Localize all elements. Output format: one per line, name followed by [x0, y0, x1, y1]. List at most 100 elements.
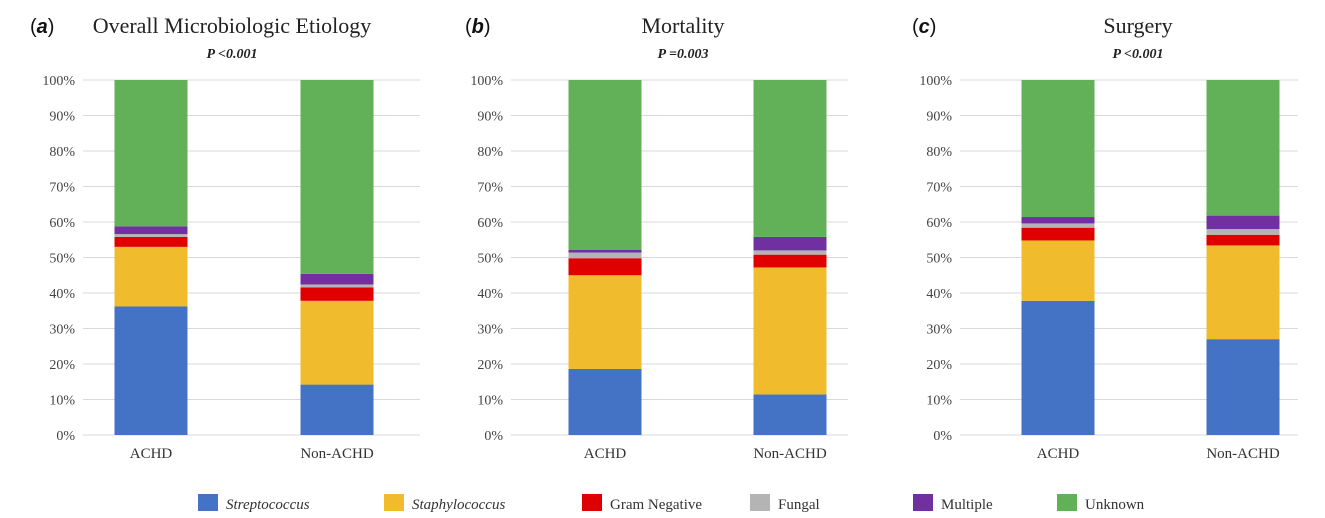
y-tick-label: 80% [926, 145, 952, 160]
bar-segment-unknown [1206, 80, 1280, 216]
bar-segment-streptococcus [114, 306, 188, 435]
bar-segment-streptococcus [568, 368, 642, 435]
bar-segment-gram-negative [1206, 234, 1280, 246]
x-category-label: Non-ACHD [300, 446, 373, 462]
y-tick-label: 40% [477, 287, 503, 302]
bar-segment-streptococcus [300, 384, 374, 435]
chart-title: Surgery [1103, 13, 1172, 38]
y-tick-label: 50% [926, 252, 952, 267]
y-tick-label: 90% [926, 110, 952, 125]
x-category-label: ACHD [1037, 446, 1080, 462]
legend-label: Multiple [941, 497, 993, 513]
y-tick-label: 10% [926, 394, 952, 409]
legend-label: Unknown [1085, 497, 1145, 513]
y-tick-label: 0% [933, 429, 952, 444]
bar-segment-multiple [1021, 217, 1095, 224]
legend-swatch [384, 494, 404, 511]
panel-label: (b) [465, 16, 491, 38]
y-tick-label: 70% [477, 181, 503, 196]
bar-segment-unknown [114, 80, 188, 227]
panel-label-letter: c [919, 16, 930, 38]
y-tick-label: 90% [49, 110, 75, 125]
y-tick-label: 40% [926, 287, 952, 302]
legend-label: Gram Negative [610, 497, 702, 513]
bar-segment-staphylococcus [1021, 240, 1095, 301]
bar-segment-gram-negative [300, 287, 374, 301]
p-value: P <0.001 [1112, 47, 1163, 62]
panel-label-letter: a [37, 16, 48, 38]
bar-segment-streptococcus [1206, 339, 1280, 435]
x-category-label: ACHD [584, 446, 627, 462]
bar-segment-multiple [300, 273, 374, 285]
bar-segment-fungal [300, 284, 374, 288]
legend-label: Fungal [778, 497, 820, 513]
bar-segment-unknown [300, 80, 374, 274]
legend-swatch [913, 494, 933, 511]
panel-label-letter: b [472, 16, 484, 38]
y-tick-label: 0% [484, 429, 503, 444]
y-tick-label: 100% [42, 74, 75, 89]
y-tick-label: 30% [49, 323, 75, 338]
bar-segment-fungal [114, 234, 188, 237]
bar-segment-fungal [568, 252, 642, 259]
chart-title: Mortality [641, 13, 724, 38]
panel-label: (c) [912, 16, 936, 38]
bar-segment-unknown [753, 80, 827, 237]
legend-swatch [582, 494, 602, 511]
bar-segment-multiple [568, 249, 642, 253]
bar-segment-streptococcus [753, 394, 827, 435]
y-tick-label: 50% [49, 252, 75, 267]
bar-segment-gram-negative [753, 254, 827, 268]
bar-segment-unknown [568, 80, 642, 250]
bar-segment-gram-negative [114, 236, 188, 247]
x-category-label: ACHD [130, 446, 173, 462]
y-tick-label: 60% [477, 216, 503, 231]
bar-segment-staphylococcus [568, 275, 642, 369]
bar-segment-fungal [753, 250, 827, 255]
x-category-label: Non-ACHD [1206, 446, 1279, 462]
y-tick-label: 30% [477, 323, 503, 338]
y-tick-label: 10% [49, 394, 75, 409]
bar-segment-multiple [114, 226, 188, 235]
bar-segment-unknown [1021, 80, 1095, 218]
panel-label: (a) [30, 16, 54, 38]
y-tick-label: 100% [919, 74, 952, 89]
bar-segment-fungal [1021, 223, 1095, 228]
bar-segment-gram-negative [1021, 227, 1095, 241]
y-tick-label: 20% [477, 358, 503, 373]
legend-swatch [1057, 494, 1077, 511]
bar-segment-multiple [1206, 215, 1280, 230]
y-tick-label: 30% [926, 323, 952, 338]
legend-swatch [750, 494, 770, 511]
legend-swatch [198, 494, 218, 511]
legend-label: Staphylococcus [412, 497, 505, 513]
chart-title: Overall Microbiologic Etiology [93, 13, 372, 38]
y-tick-label: 10% [477, 394, 503, 409]
x-category-label: Non-ACHD [753, 446, 826, 462]
bar-segment-multiple [753, 236, 827, 251]
bar-segment-staphylococcus [1206, 245, 1280, 340]
p-value: P =0.003 [657, 47, 708, 62]
y-tick-label: 20% [926, 358, 952, 373]
y-tick-label: 100% [470, 74, 503, 89]
bar-segment-staphylococcus [114, 246, 188, 307]
bar-segment-streptococcus [1021, 300, 1095, 435]
bar-segment-staphylococcus [753, 267, 827, 395]
y-tick-label: 70% [49, 181, 75, 196]
bar-segment-gram-negative [568, 258, 642, 276]
y-tick-label: 0% [56, 429, 75, 444]
p-value: P <0.001 [206, 47, 257, 62]
bar-segment-fungal [1206, 229, 1280, 235]
y-tick-label: 80% [49, 145, 75, 160]
y-tick-label: 60% [49, 216, 75, 231]
y-tick-label: 60% [926, 216, 952, 231]
y-tick-label: 40% [49, 287, 75, 302]
y-tick-label: 50% [477, 252, 503, 267]
bar-segment-staphylococcus [300, 300, 374, 385]
y-tick-label: 90% [477, 110, 503, 125]
legend-label: Streptococcus [226, 497, 310, 513]
y-tick-label: 20% [49, 358, 75, 373]
y-tick-label: 70% [926, 181, 952, 196]
